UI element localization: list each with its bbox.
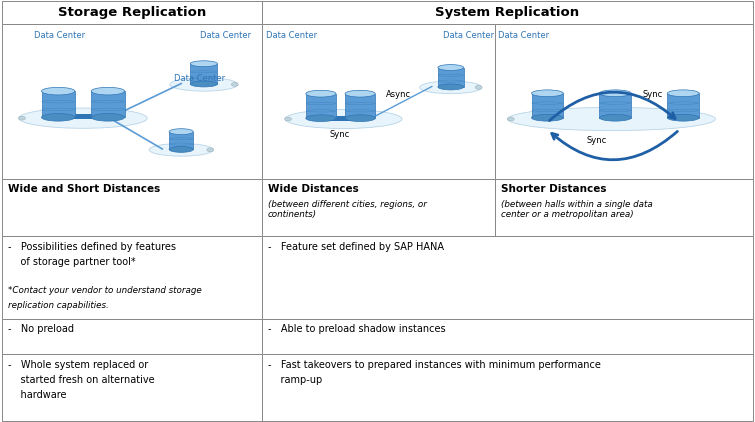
Ellipse shape (19, 108, 147, 128)
Ellipse shape (667, 90, 699, 97)
Ellipse shape (42, 87, 75, 95)
Ellipse shape (285, 109, 402, 128)
Ellipse shape (91, 87, 125, 95)
Polygon shape (190, 64, 217, 84)
Bar (321, 116, 360, 121)
Text: System Replication: System Replication (436, 6, 579, 19)
Polygon shape (667, 93, 699, 118)
Text: ramp-up: ramp-up (268, 375, 322, 385)
Text: Data Center: Data Center (200, 31, 251, 40)
Ellipse shape (169, 146, 193, 152)
Text: -   Able to preload shadow instances: - Able to preload shadow instances (268, 324, 445, 334)
Ellipse shape (169, 129, 193, 135)
Bar (2, 24, 262, 179)
Ellipse shape (306, 90, 336, 97)
Ellipse shape (420, 81, 482, 94)
Bar (262, 1, 753, 24)
Bar (2, 319, 262, 354)
Bar (2, 236, 262, 319)
Polygon shape (306, 94, 336, 118)
Ellipse shape (91, 114, 125, 121)
Bar (58, 114, 108, 119)
Bar (2, 354, 262, 421)
Text: of storage partner tool*: of storage partner tool* (8, 257, 136, 267)
Text: Data Center: Data Center (443, 31, 495, 40)
Text: (between different cities, regions, or
continents): (between different cities, regions, or c… (268, 200, 427, 219)
Polygon shape (599, 93, 631, 118)
Ellipse shape (207, 148, 214, 151)
Text: -   Possibilities defined by features: - Possibilities defined by features (8, 242, 177, 252)
Ellipse shape (476, 85, 482, 89)
Text: Data Center: Data Center (34, 31, 85, 40)
Polygon shape (42, 91, 75, 117)
Text: Data Center: Data Center (266, 31, 317, 40)
Text: -   Feature set defined by SAP HANA: - Feature set defined by SAP HANA (268, 242, 444, 252)
Text: replication capabilities.: replication capabilities. (8, 301, 109, 310)
Ellipse shape (42, 114, 75, 121)
Bar (262, 24, 495, 179)
Bar (262, 179, 495, 236)
Text: -   Whole system replaced or: - Whole system replaced or (8, 360, 149, 370)
Text: Wide and Short Distances: Wide and Short Distances (8, 184, 161, 194)
Ellipse shape (438, 65, 464, 70)
Ellipse shape (231, 82, 239, 86)
Text: *Contact your vendor to understand storage: *Contact your vendor to understand stora… (8, 286, 202, 295)
Ellipse shape (345, 115, 375, 122)
Text: hardware: hardware (8, 390, 66, 400)
Text: -   Fast takeovers to prepared instances with minimum performance: - Fast takeovers to prepared instances w… (268, 360, 601, 370)
Polygon shape (91, 91, 125, 117)
Ellipse shape (532, 114, 563, 121)
Bar (262, 354, 753, 421)
Text: Data Center: Data Center (498, 31, 550, 40)
Text: Data Center: Data Center (174, 74, 225, 83)
Ellipse shape (190, 61, 217, 67)
Text: -   No preload: - No preload (8, 324, 74, 334)
Polygon shape (532, 93, 563, 118)
Bar (495, 179, 753, 236)
Ellipse shape (507, 117, 514, 121)
Text: (between halls within a single data
center or a metropolitan area): (between halls within a single data cent… (501, 200, 652, 219)
Bar (495, 24, 753, 179)
Text: Storage Replication: Storage Replication (58, 6, 206, 19)
Bar (2, 179, 262, 236)
Ellipse shape (306, 115, 336, 122)
Text: started fresh on alternative: started fresh on alternative (8, 375, 155, 385)
Text: Async: Async (386, 90, 411, 99)
Bar (2, 1, 262, 24)
Text: Sync: Sync (587, 136, 606, 145)
Text: Wide Distances: Wide Distances (268, 184, 359, 194)
Polygon shape (169, 132, 193, 149)
Ellipse shape (667, 114, 699, 121)
Polygon shape (345, 94, 375, 118)
Text: Shorter Distances: Shorter Distances (501, 184, 606, 194)
Ellipse shape (149, 143, 213, 156)
Ellipse shape (170, 78, 238, 91)
Ellipse shape (508, 107, 716, 131)
Ellipse shape (438, 84, 464, 90)
Bar (262, 319, 753, 354)
Text: Sync: Sync (330, 130, 350, 138)
Ellipse shape (532, 90, 563, 97)
Ellipse shape (190, 81, 217, 87)
Ellipse shape (18, 116, 25, 120)
Ellipse shape (599, 114, 631, 121)
Ellipse shape (599, 90, 631, 97)
Polygon shape (438, 68, 464, 87)
Ellipse shape (345, 90, 375, 97)
Text: Sync: Sync (643, 90, 663, 99)
Bar (262, 236, 753, 319)
Ellipse shape (285, 117, 291, 121)
